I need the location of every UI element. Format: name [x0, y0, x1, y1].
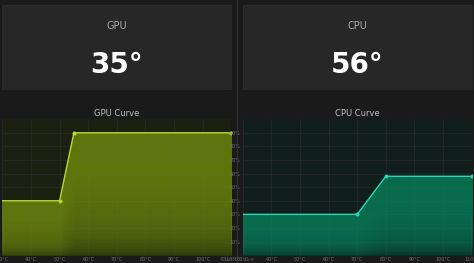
Text: 56°: 56° — [331, 51, 383, 79]
Text: 35°: 35° — [91, 51, 143, 79]
Point — [468, 174, 474, 178]
Point — [56, 199, 64, 203]
Title: GPU Curve: GPU Curve — [94, 109, 139, 118]
Title: CPU Curve: CPU Curve — [335, 109, 380, 118]
Point — [228, 131, 235, 135]
Text: CPU: CPU — [347, 21, 367, 31]
Point — [382, 174, 390, 178]
Point — [70, 131, 78, 135]
Text: GPU: GPU — [107, 21, 127, 31]
Point — [354, 212, 361, 216]
Text: ⊕ voltcave: ⊕ voltcave — [220, 257, 254, 262]
